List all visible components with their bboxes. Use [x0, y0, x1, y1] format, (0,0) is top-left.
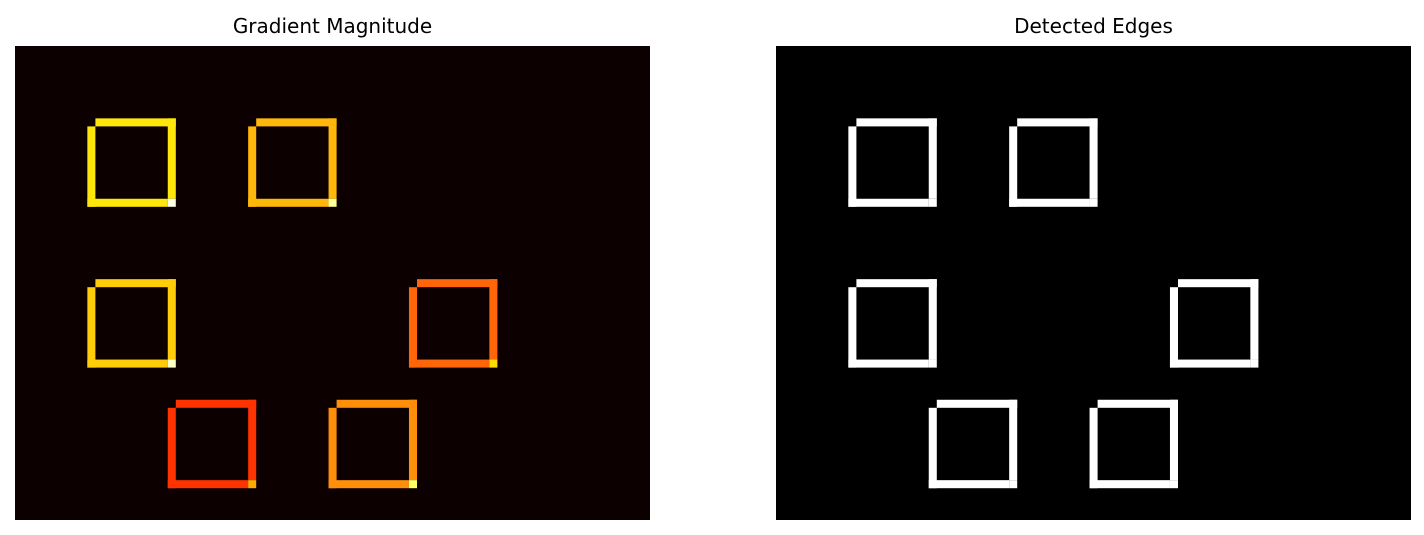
gradient-magnitude-panel: Gradient Magnitude	[15, 14, 650, 520]
edge-square	[848, 118, 937, 207]
edge-square	[87, 118, 176, 207]
edge-square	[1089, 399, 1178, 489]
edge-square	[928, 399, 1018, 489]
gradient-magnitude-heatmap	[15, 46, 650, 520]
edge-square	[167, 399, 257, 489]
chart-title: Detected Edges	[1014, 14, 1173, 38]
chart-title: Gradient Magnitude	[232, 14, 433, 38]
edge-square	[408, 279, 498, 368]
edge-square	[248, 118, 337, 207]
edge-square	[328, 399, 417, 489]
edge-square	[1169, 279, 1259, 368]
detected-edges-heatmap	[776, 46, 1411, 520]
edge-square	[1009, 118, 1098, 207]
detected-edges-panel: Detected Edges	[712, 0, 1424, 535]
edge-square	[848, 279, 937, 368]
edge-square	[87, 279, 176, 368]
